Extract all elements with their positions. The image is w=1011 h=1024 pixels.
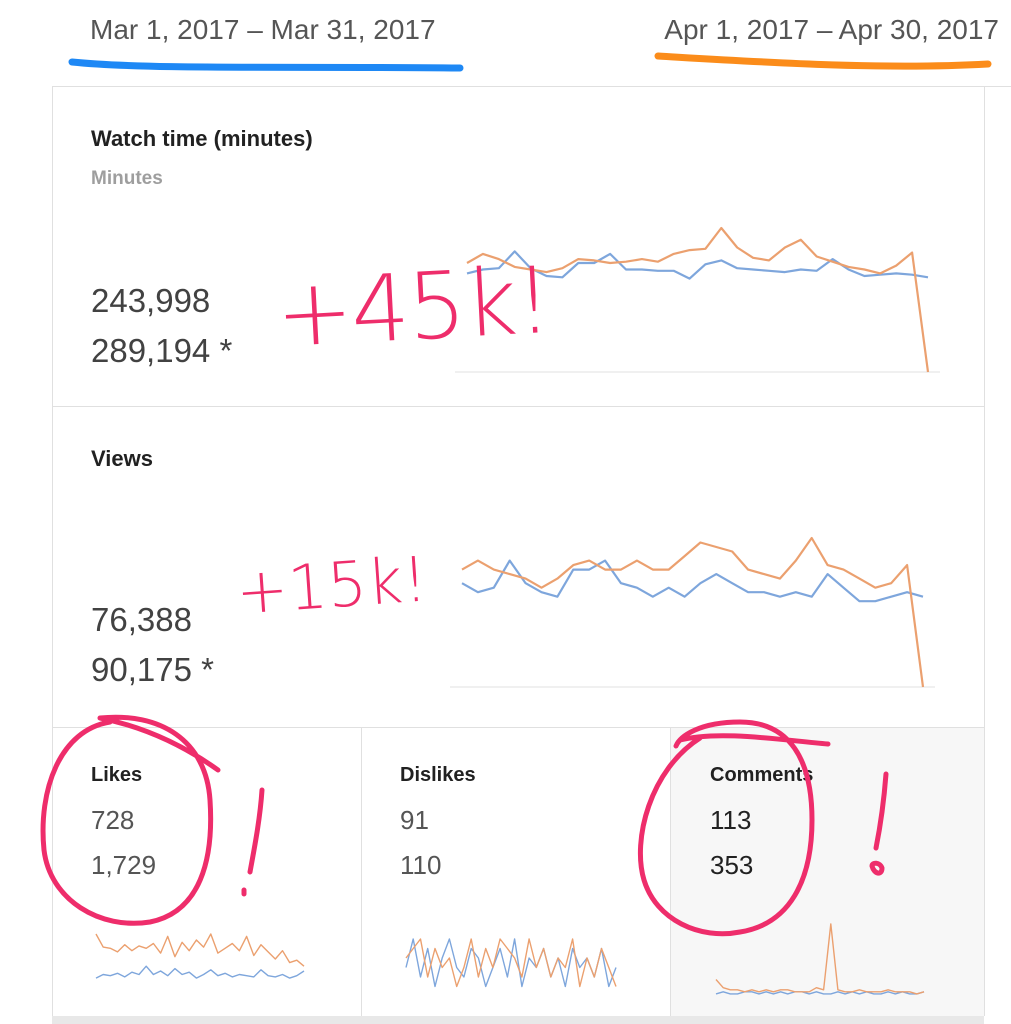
views-title: Views xyxy=(91,446,153,471)
dislikes-sparkline xyxy=(405,938,617,988)
views-value-primary: 76,388 xyxy=(91,601,192,638)
views-value-compare: 90,175 * xyxy=(91,651,214,688)
comments-series-compare xyxy=(715,923,925,995)
grid-top-border xyxy=(52,86,1011,87)
likes-sparkline xyxy=(95,933,305,979)
grid-divider-small-1 xyxy=(361,727,362,1017)
date-range-primary[interactable]: Mar 1, 2017 – Mar 31, 2017 xyxy=(90,14,436,45)
likes-series-compare xyxy=(95,933,305,967)
bottom-shadow xyxy=(52,1016,984,1024)
dislikes-series-compare xyxy=(405,938,617,988)
likes-value-primary: 728 xyxy=(91,805,135,835)
watch-time-value-compare: 289,194 * xyxy=(91,332,233,369)
watch-time-title: Watch time (minutes) xyxy=(91,126,313,151)
views-series-primary xyxy=(461,559,924,603)
comments-sparkline xyxy=(715,923,925,995)
dislikes-title: Dislikes xyxy=(400,764,476,786)
views-sparkline xyxy=(450,536,935,688)
date-range-compare[interactable]: Apr 1, 2017 – Apr 30, 2017 xyxy=(664,14,999,45)
grid-right-border xyxy=(984,86,985,1016)
watch-time-series-compare xyxy=(466,226,930,373)
likes-title: Likes xyxy=(91,764,143,786)
comments-value-compare: 353 xyxy=(710,850,754,880)
likes-series-primary xyxy=(95,965,305,979)
grid-divider-1 xyxy=(52,406,984,407)
watch-time-sparkline xyxy=(455,226,940,373)
dislikes-value-compare: 110 xyxy=(400,850,442,880)
watch-time-unit: Minutes xyxy=(91,168,163,189)
likes-value-compare: 1,729 xyxy=(91,850,157,880)
comments-value-primary: 113 xyxy=(710,805,752,835)
watch-time-value-primary: 243,998 xyxy=(91,282,211,319)
likes-exclaim-annotation xyxy=(241,787,265,897)
dislikes-series-primary xyxy=(405,938,617,988)
comments-series-primary xyxy=(715,991,925,995)
grid-left-border xyxy=(52,86,53,1016)
watch-time-series-primary xyxy=(466,250,929,280)
underline-compare xyxy=(654,52,992,70)
dislikes-value-primary: 91 xyxy=(400,805,429,835)
views-series-compare xyxy=(461,536,925,688)
comments-title: Comments xyxy=(710,764,814,786)
grid-divider-2 xyxy=(52,727,984,728)
views-annotation: +15k! xyxy=(233,542,430,629)
underline-primary xyxy=(68,58,464,72)
watch-time-annotation: +45k! xyxy=(273,246,553,369)
